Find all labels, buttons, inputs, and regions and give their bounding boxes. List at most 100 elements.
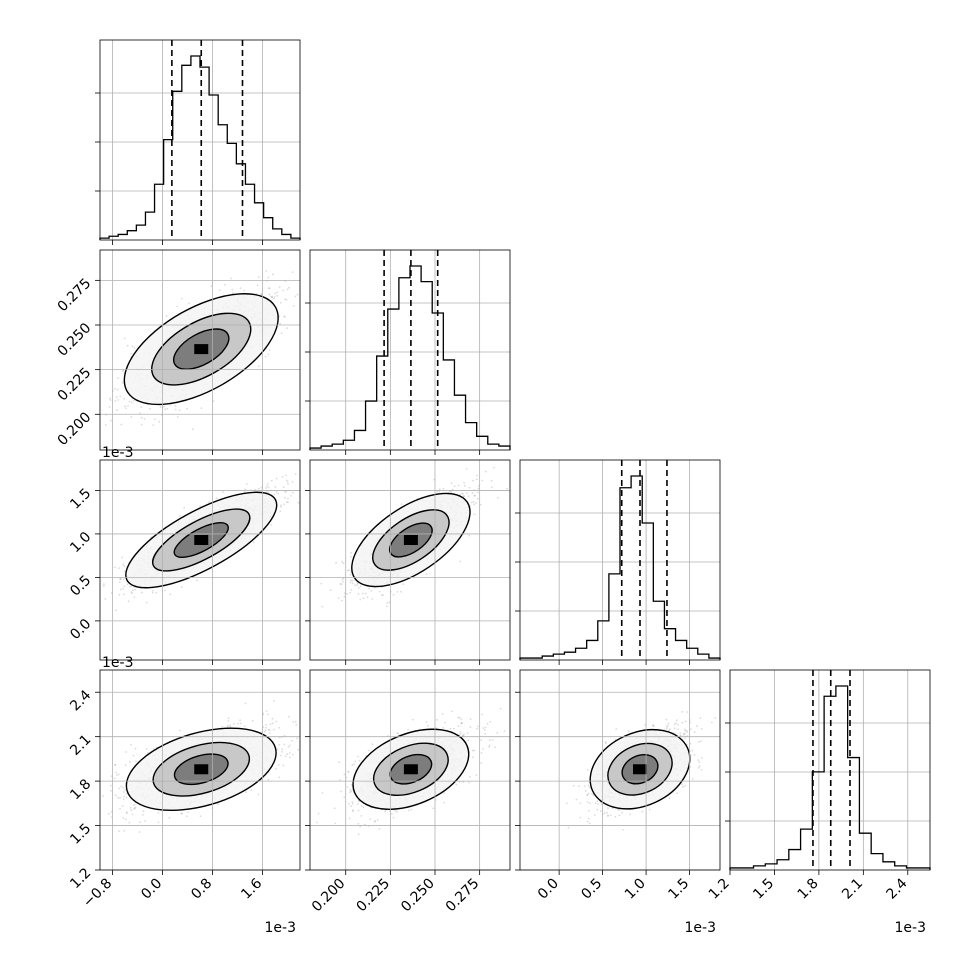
scatter-point [285, 474, 288, 477]
scatter-point [354, 584, 356, 587]
scatter-point [116, 774, 118, 776]
scatter-point [139, 821, 141, 824]
scatter-point [276, 748, 279, 751]
scatter-point [267, 276, 270, 279]
scatter-point [157, 821, 160, 824]
scatter-point [275, 720, 278, 723]
scatter-point [130, 352, 133, 355]
scatter-point [166, 407, 169, 410]
scatter-point [102, 585, 105, 587]
scatter-point [475, 502, 477, 504]
scatter-point [244, 488, 247, 491]
scatter-point [468, 486, 471, 489]
scatter-point [282, 289, 285, 292]
scatter-point [320, 582, 323, 585]
scatter-point [268, 293, 271, 296]
scatter-point [215, 497, 218, 499]
scatter-point [103, 583, 105, 586]
scatter-point [292, 721, 295, 723]
scatter-point [471, 492, 474, 495]
scatter-point [348, 569, 350, 571]
scatter-point [121, 381, 124, 384]
scatter-point [218, 289, 221, 292]
scatter-point [164, 589, 166, 592]
scatter-point [118, 593, 121, 596]
scatter-point [351, 582, 354, 585]
scatter-point [123, 565, 126, 568]
scatter-point [357, 587, 360, 589]
scatter-point [230, 277, 232, 280]
scatter-point [265, 270, 267, 272]
scatter-point [121, 370, 124, 373]
scatter-point [436, 490, 439, 493]
scatter-point [339, 582, 342, 585]
scatter-point [252, 541, 255, 544]
scatter-point [266, 485, 269, 487]
scatter-point [329, 589, 332, 591]
histogram-3 [729, 685, 931, 870]
scatter-point [233, 722, 235, 725]
scatter-point [129, 585, 132, 588]
scatter-point [473, 513, 476, 516]
scatter-point [295, 723, 298, 726]
scatter-point [122, 588, 125, 590]
scatter-point [151, 589, 154, 592]
scatter-point [349, 579, 352, 582]
scatter-point [178, 409, 181, 412]
scatter-point [183, 506, 186, 509]
scatter-point [292, 305, 295, 307]
scatter-point [267, 491, 270, 493]
scatter-point [491, 486, 493, 489]
scatter-point [169, 593, 172, 596]
scatter-point [174, 408, 177, 411]
scatter-point [460, 492, 463, 495]
scatter-panel-1-0 [100, 250, 300, 450]
scatter-point [268, 287, 271, 290]
scatter-point [479, 503, 482, 506]
scatter-point [342, 580, 344, 583]
scatter-point [284, 298, 287, 300]
scatter-point [378, 590, 381, 593]
scatter-point [278, 776, 281, 779]
scatter-point [121, 805, 124, 807]
scatter-point [178, 515, 181, 518]
scatter-point [123, 585, 126, 588]
scatter-point [281, 748, 284, 751]
scatter-point [104, 598, 107, 600]
scatter-point [285, 501, 288, 503]
scatter-point [113, 566, 116, 569]
scatter-point [224, 283, 226, 286]
scatter-point [463, 484, 466, 487]
scatter-point [284, 280, 287, 283]
scatter-point [473, 503, 475, 506]
scatter-point [115, 396, 118, 398]
scatter-point [200, 407, 203, 409]
scatter-point [126, 583, 129, 586]
scatter-point [438, 490, 441, 493]
scatter-point [284, 316, 286, 318]
scatter-point [149, 407, 152, 410]
scatter-point [271, 717, 274, 720]
panel-grid-2-2 [515, 460, 720, 665]
scatter-point [104, 424, 107, 426]
scatter-point [141, 591, 143, 594]
scatter-point [117, 399, 119, 401]
scatter-point [168, 816, 171, 819]
scatter-point [257, 487, 260, 490]
scatter-point [199, 505, 202, 508]
scatter-point [286, 480, 289, 483]
scatter-point [121, 556, 124, 559]
scatter-point [158, 420, 161, 423]
scatter-point [239, 287, 242, 290]
scatter-point [132, 399, 135, 402]
scatter-point [227, 717, 230, 720]
scatter-point [287, 483, 289, 485]
scatter-point [286, 753, 288, 756]
scatter-point [271, 273, 274, 276]
scatter-point [349, 591, 352, 594]
scatter-point [180, 586, 183, 589]
scatter-point [157, 812, 160, 814]
scatter-point [284, 755, 287, 758]
scatter-point [122, 563, 125, 566]
scatter-point [350, 552, 353, 554]
